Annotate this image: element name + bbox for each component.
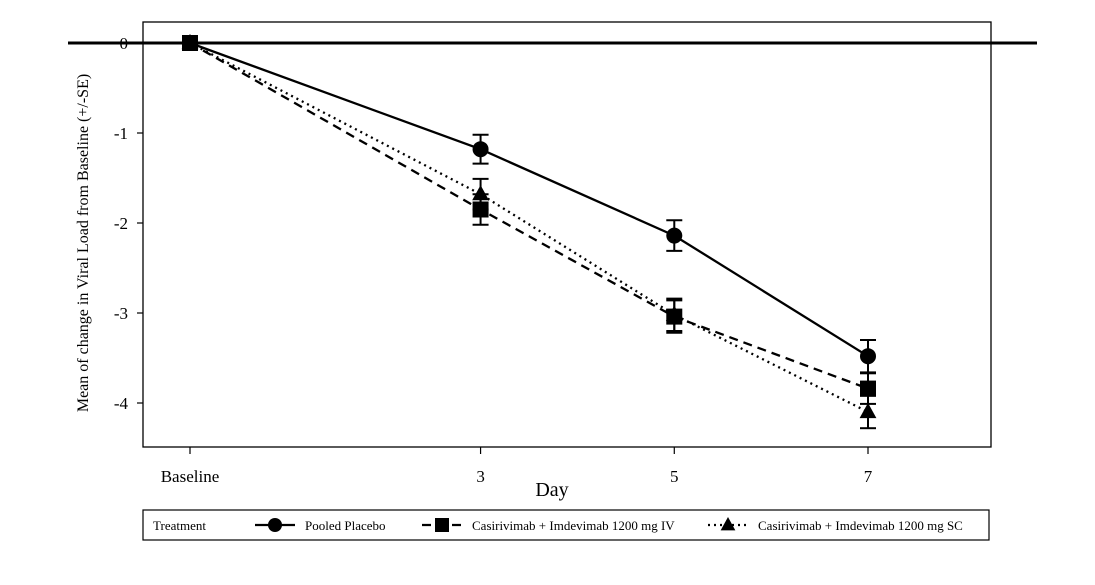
x-axis-label: Day xyxy=(535,479,568,501)
series-line xyxy=(189,41,869,414)
x-tick-label: Baseline xyxy=(161,467,220,486)
data-point xyxy=(472,185,489,201)
series-line xyxy=(189,41,869,358)
plot-frame xyxy=(142,21,992,448)
data-point xyxy=(860,348,876,365)
y-tick-label: 0 xyxy=(120,34,129,53)
x-tick-label: 3 xyxy=(476,467,485,486)
legend-marker xyxy=(435,518,449,532)
legend-label: Pooled Placebo xyxy=(305,518,386,533)
data-point xyxy=(665,305,683,321)
x-tick-label: 7 xyxy=(864,467,873,486)
legend-item-3: Casirivimab + Imdevimab 1200 mg SC xyxy=(708,517,963,533)
series-1 xyxy=(182,35,876,374)
data-point xyxy=(860,380,876,397)
legend: Treatment Pooled Placebo Casirivimab + Im… xyxy=(142,509,990,541)
x-tick-label: 5 xyxy=(670,467,679,486)
data-point xyxy=(472,141,489,158)
legend-label: Casirivimab + Imdevimab 1200 mg SC xyxy=(758,518,963,533)
y-tick-label: -2 xyxy=(114,214,128,233)
legend-marker xyxy=(720,517,736,531)
legend-title: Treatment xyxy=(153,518,206,533)
y-axis-label: Mean of change in Viral Load from Baseli… xyxy=(75,74,92,412)
data-point xyxy=(666,227,683,244)
legend-item-2: Casirivimab + Imdevimab 1200 mg IV xyxy=(422,518,675,533)
y-tick-label: -3 xyxy=(114,304,128,323)
legend-item-1: Pooled Placebo xyxy=(255,518,386,533)
series-2 xyxy=(182,35,876,405)
y-tick-label: -4 xyxy=(114,394,129,413)
y-tick-label: -1 xyxy=(114,124,128,143)
data-point xyxy=(859,402,877,419)
legend-label: Casirivimab + Imdevimab 1200 mg IV xyxy=(472,518,675,533)
series-3 xyxy=(181,33,877,430)
series-line xyxy=(189,42,869,390)
legend-marker xyxy=(268,518,282,532)
data-point xyxy=(181,33,199,50)
legend-frame xyxy=(142,509,990,541)
